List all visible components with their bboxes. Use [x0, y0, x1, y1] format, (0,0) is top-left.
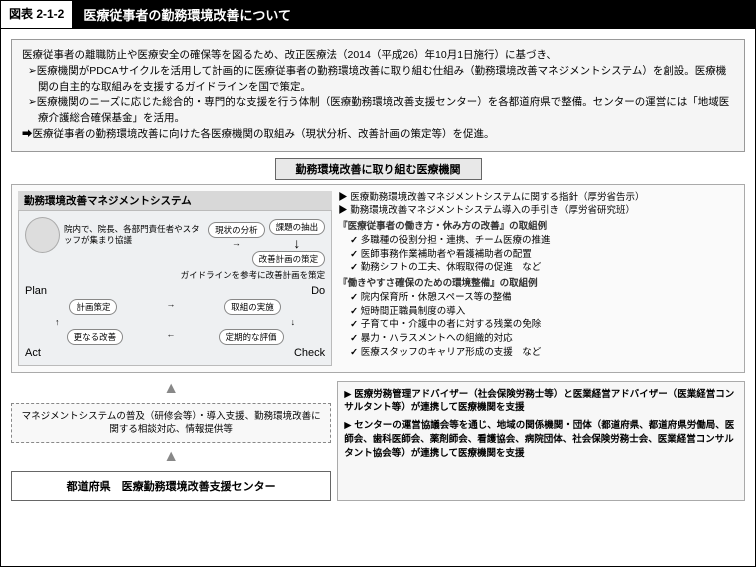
do-label: Do: [311, 285, 325, 297]
main-grid: 勤務環境改善マネジメントシステム 院内で、院長、各部門責任者やスタッフが集まり協…: [11, 184, 745, 373]
check-7: 暴力・ハラスメントへの組織的対応: [338, 332, 738, 346]
right-sec-2: 『働きやすさ確保のための環境整備』の取組例: [338, 277, 738, 291]
bottom-row: ▲ マネジメントシステムの普及（研修会等）・導入支援、勤務環境改善に関する相談対…: [11, 381, 745, 502]
bubble-analysis: 現状の分析: [208, 222, 265, 238]
intro-bullet-1: ➢医療機関がPDCAサイクルを活用して計画的に医療従事者の勤務環境改善に取り組む…: [22, 64, 734, 96]
check-label: Check: [294, 347, 325, 359]
check-4: 院内保育所・休憩スペース等の整備: [338, 291, 738, 305]
people-icon: [25, 217, 60, 253]
bottom-r1: 医療労務管理アドバイザー（社会保険労務士等）と医業経営アドバイザー（医業経営コン…: [344, 388, 738, 416]
up-arrow-icon-2: ▲: [11, 449, 331, 465]
check-step: 定期的な評価: [219, 329, 284, 345]
act-step: 更なる改善: [67, 329, 124, 345]
left-column: 勤務環境改善マネジメントシステム 院内で、院長、各部門責任者やスタッフが集まり協…: [18, 191, 332, 366]
do-step: 取組の実施: [224, 299, 281, 315]
right-line-2: 勤務環境改善マネジメントシステム導入の手引き（厚労省研究班）: [338, 204, 738, 218]
right-column: 医療勤務環境改善マネジメントシステムに関する指針（厚労省告示） 勤務環境改善マネ…: [338, 191, 738, 366]
note-box: マネジメントシステムの普及（研修会等）・導入支援、勤務環境改善に関する相談対応、…: [11, 403, 331, 444]
check-3: 勤務シフトの工夫、休暇取得の促進 など: [338, 261, 738, 275]
people-text: 院内で、院長、各部門責任者やスタッフが集まり協議: [64, 224, 204, 245]
plan-label: Plan: [25, 285, 47, 297]
pdca-area: 院内で、院長、各部門責任者やスタッフが集まり協議 現状の分析 → 課題の抽出 ↓…: [18, 210, 332, 366]
intro-arrow: ➡医療従事者の勤務環境改善に向けた各医療機関の取組み（現状分析、改善計画の策定等…: [22, 127, 734, 143]
check-8: 医療スタッフのキャリア形成の支援 など: [338, 346, 738, 360]
bottom-right-box: 医療労務管理アドバイザー（社会保険労務士等）と医業経営アドバイザー（医業経営コン…: [337, 381, 745, 502]
right-line-1: 医療勤務環境改善マネジメントシステムに関する指針（厚労省告示）: [338, 191, 738, 205]
pdca-cycle: Plan Do 計画策定 → 取組の実施 ↑↓ 更なる改善 ← 定期的な評価: [25, 285, 325, 359]
check-6: 子育て中・介護中の者に対する残業の免除: [338, 318, 738, 332]
check-2: 医師事務作業補助者や看護補助者の配置: [338, 248, 738, 262]
guide-note: ガイドラインを参考に改善計画を策定: [25, 269, 325, 281]
figure-label: 図表 2-1-2: [1, 1, 75, 28]
right-sec-1: 『医療従事者の働き方・休み方の改善』の取組例: [338, 220, 738, 234]
header: 図表 2-1-2 医療従事者の勤務環境改善について: [1, 1, 755, 29]
check-5: 短時間正職員制度の導入: [338, 305, 738, 319]
act-label: Act: [25, 347, 41, 359]
bottom-r2: センターの運営協議会等を通じ、地域の関係機関・団体（都道府県、都道府県労働局、医…: [344, 419, 738, 460]
plan-step: 計画策定: [69, 299, 117, 315]
section-banner: 勤務環境改善に取り組む医療機関: [11, 158, 745, 180]
mgmt-system-title: 勤務環境改善マネジメントシステム: [18, 191, 332, 210]
check-1: 多職種の役割分担・連携、チーム医療の推進: [338, 234, 738, 248]
section-banner-text: 勤務環境改善に取り組む医療機関: [275, 158, 482, 180]
intro-bullet-2: ➢医療機関のニーズに応じた総合的・専門的な支援を行う体制（医療勤務環境改善支援セ…: [22, 95, 734, 127]
support-center-box: 都道府県 医療勤務環境改善支援センター: [11, 471, 331, 501]
intro-lead: 医療従事者の離職防止や医療安全の確保等を図るため、改正医療法（2014（平成26…: [22, 48, 734, 64]
bubble-issues: 課題の抽出: [269, 219, 326, 235]
figure-title: 医療従事者の勤務環境改善について: [75, 1, 755, 28]
bubble-plan-doc: 改善計画の策定: [252, 251, 326, 267]
intro-box: 医療従事者の離職防止や医療安全の確保等を図るため、改正医療法（2014（平成26…: [11, 39, 745, 152]
up-arrow-icon: ▲: [11, 381, 331, 397]
